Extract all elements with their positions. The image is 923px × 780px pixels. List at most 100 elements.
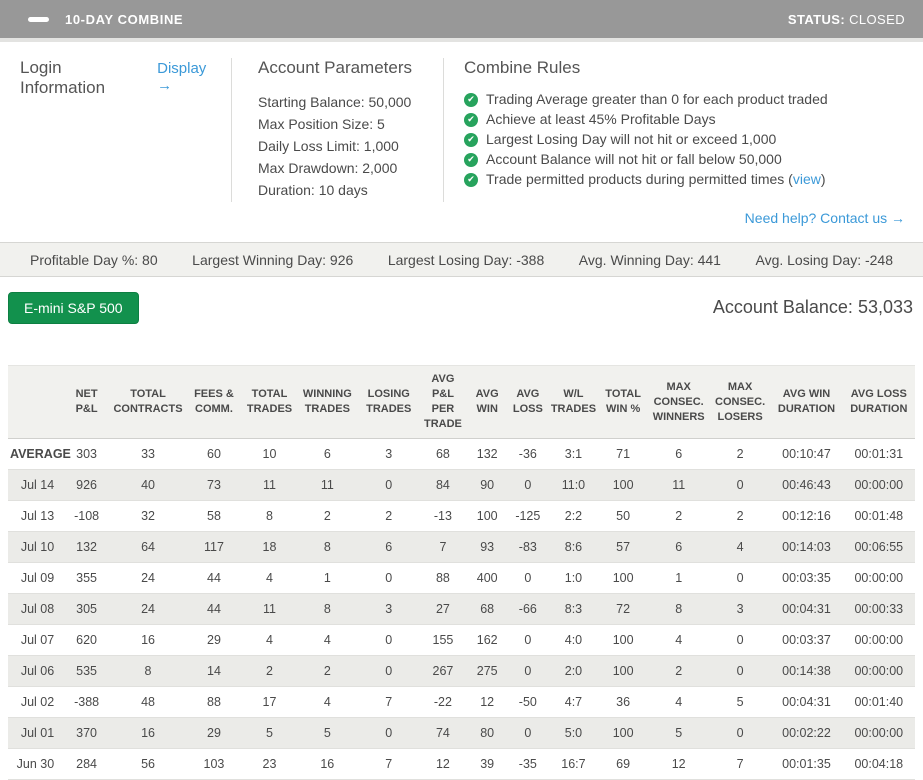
cell: -36 <box>507 438 549 470</box>
cell: 50 <box>598 500 648 532</box>
rule-text: Trading Average greater than 0 for each … <box>486 91 828 107</box>
cell: 7 <box>358 748 419 780</box>
display-link[interactable]: Display → <box>157 60 207 94</box>
column-header: AVG P&L PER TRADE <box>419 365 467 439</box>
column-header: FEES & COMM. <box>185 365 243 439</box>
cell: 00:04:31 <box>770 593 843 625</box>
cell: 0 <box>358 717 419 749</box>
account-balance-label: Account Balance: <box>712 297 853 317</box>
cell: 305 <box>62 593 111 625</box>
table-row: Jul 08 305 24 44 11 8 3 27 68 -66 8:3 72 8 3 00:04:31 0… <box>8 593 915 625</box>
cell: 0 <box>507 717 549 749</box>
row-label: Jul 01 <box>8 717 63 749</box>
column-header: W/L TRADES <box>548 365 599 439</box>
account-parameters-title: Account Parameters <box>258 58 413 77</box>
cell: 2 <box>242 655 297 687</box>
contact-us-link[interactable]: Need help? Contact us → <box>744 210 905 226</box>
cell: 8 <box>242 500 297 532</box>
cell: 6 <box>358 531 419 563</box>
cell: 00:46:43 <box>770 469 843 501</box>
cell: 0 <box>709 469 771 501</box>
cell: 00:01:40 <box>842 686 915 718</box>
row-label: Jul 07 <box>8 624 63 656</box>
check-icon: ✔ <box>464 112 478 127</box>
rule-item: ✔ Account Balance will not hit or fall be… <box>464 150 905 169</box>
cell: 0 <box>358 655 419 687</box>
cell: 0 <box>358 624 419 656</box>
cell: 00:01:48 <box>842 500 915 532</box>
row-label: Jul 06 <box>8 655 63 687</box>
cell: 00:01:31 <box>842 438 915 470</box>
cell: 0 <box>709 655 771 687</box>
cell: 12 <box>647 748 710 780</box>
stat-item: Avg. Winning Day: 441 <box>578 251 721 268</box>
login-information-section: Login Information Display → <box>20 58 232 202</box>
table-header-row: NET P&L TOTAL CONTRACTS FEES & COMM. TOTAL … <box>8 365 915 439</box>
cell: -13 <box>419 500 467 532</box>
cell: 69 <box>598 748 648 780</box>
cell: 32 <box>110 500 186 532</box>
cell: 00:14:03 <box>770 531 843 563</box>
cell: 44 <box>185 562 243 594</box>
cell: -22 <box>419 686 467 718</box>
cell: 100 <box>598 469 648 501</box>
collapse-icon[interactable] <box>28 16 49 22</box>
cell: 5 <box>647 717 710 749</box>
cell: 0 <box>507 562 549 594</box>
cell: 4 <box>242 624 297 656</box>
product-tab-emini-sp500[interactable]: E-mini S&P 500 <box>8 292 139 324</box>
cell: 00:14:38 <box>770 655 843 687</box>
row-label: Jun 30 <box>8 748 63 780</box>
cell: 5 <box>709 686 771 718</box>
cell: 24 <box>110 562 186 594</box>
stat-item: Largest Losing Day: -388 <box>387 251 545 268</box>
column-header: TOTAL CONTRACTS <box>110 365 186 439</box>
info-panel: Login Information Display → Account Para… <box>0 42 923 242</box>
results-table: NET P&L TOTAL CONTRACTS FEES & COMM. TOTAL … <box>8 365 915 780</box>
cell: 11 <box>242 469 297 501</box>
cell: 24 <box>110 593 186 625</box>
cell: 64 <box>110 531 186 563</box>
column-header: MAX CONSEC. WINNERS <box>647 365 710 439</box>
top-divider <box>0 38 923 42</box>
cell: 3 <box>358 593 419 625</box>
title-bar: 10-DAY COMBINE STATUS: CLOSED <box>0 0 923 38</box>
cell: 1:0 <box>548 562 599 594</box>
view-link[interactable]: view <box>792 171 821 187</box>
rule-item: ✔ Achieve at least 45% Profitable Days <box>464 110 905 129</box>
cell: 88 <box>419 562 467 594</box>
cell: -125 <box>507 500 549 532</box>
cell: 8:3 <box>548 593 599 625</box>
cell: -35 <box>507 748 549 780</box>
cell: 6 <box>647 438 710 470</box>
cell: 71 <box>598 438 648 470</box>
cell: 0 <box>358 562 419 594</box>
cell: 10 <box>242 438 297 470</box>
cell: 7 <box>709 748 771 780</box>
cell: 11 <box>296 469 359 501</box>
cell: 00:02:22 <box>770 717 843 749</box>
stat-item: Avg. Losing Day: -248 <box>755 251 894 268</box>
cell: 1 <box>296 562 359 594</box>
cell: 2 <box>647 655 710 687</box>
cell: 68 <box>419 438 467 470</box>
cell: 40 <box>110 469 186 501</box>
cell: 00:00:00 <box>842 717 915 749</box>
cell: 2 <box>647 500 710 532</box>
cell: 5:0 <box>548 717 599 749</box>
cell: 29 <box>185 717 243 749</box>
cell: 2 <box>709 438 771 470</box>
table-row: Jul 13 -108 32 58 8 2 2 -13 100 -125 2:2 50 2 2 00:12:… <box>8 500 915 532</box>
cell: 72 <box>598 593 648 625</box>
cell: 90 <box>466 469 508 501</box>
cell: 4 <box>296 624 359 656</box>
check-icon: ✔ <box>464 152 478 167</box>
cell: 0 <box>709 717 771 749</box>
table-row: Jul 01 370 16 29 5 5 0 74 80 0 5:0 100 5 0 00:02:22 00:… <box>8 717 915 749</box>
cell: 355 <box>62 562 111 594</box>
cell: -50 <box>507 686 549 718</box>
row-label: Jul 08 <box>8 593 63 625</box>
table-row: Jul 07 620 16 29 4 4 0 155 162 0 4:0 100 4 0 00:03:37 0… <box>8 624 915 656</box>
page-title: 10-DAY COMBINE <box>65 11 184 27</box>
row-label: Jul 13 <box>8 500 63 532</box>
